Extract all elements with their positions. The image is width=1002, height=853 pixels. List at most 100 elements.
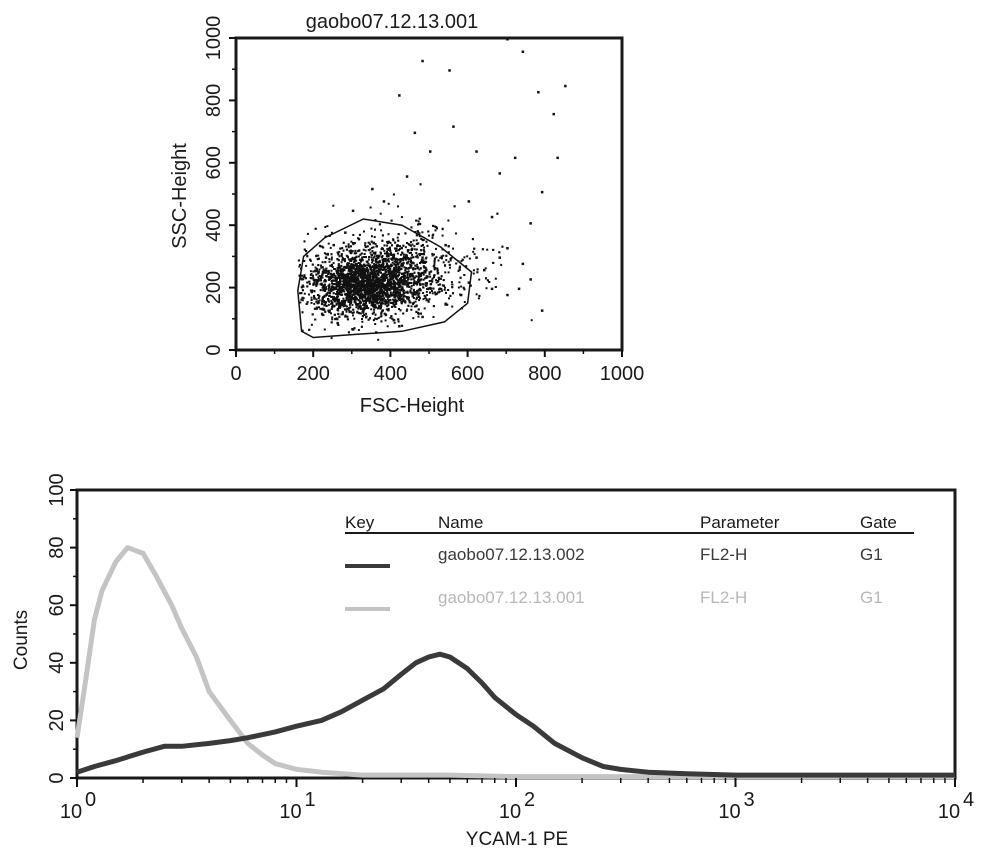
scatter-point <box>379 286 382 289</box>
scatter-point <box>390 315 393 318</box>
scatter-point <box>385 295 388 298</box>
scatter-point <box>359 289 362 292</box>
scatter-point <box>399 259 402 261</box>
scatter-point <box>324 256 328 259</box>
scatter-point <box>349 295 351 297</box>
scatter-point <box>419 283 422 286</box>
scatter-point <box>356 264 358 267</box>
scatter-point <box>395 263 398 266</box>
scatter-point <box>345 245 348 248</box>
scatter-point <box>385 271 388 273</box>
scatter-point <box>403 276 406 279</box>
scatter-point <box>366 245 369 248</box>
scatter-point <box>409 244 412 247</box>
scatter-point <box>343 299 346 302</box>
scatter-point <box>390 257 393 260</box>
scatter-point <box>422 273 425 276</box>
histogram-x-tick-label: 10 <box>499 801 521 823</box>
scatter-point <box>556 156 559 160</box>
scatter-point <box>410 256 413 259</box>
scatter-point <box>427 300 430 303</box>
scatter-point <box>391 278 394 281</box>
scatter-point <box>431 236 434 239</box>
scatter-point <box>380 284 383 287</box>
scatter-point <box>331 306 334 308</box>
scatter-point <box>382 263 385 266</box>
scatter-point <box>358 265 361 268</box>
scatter-point <box>341 311 344 314</box>
scatter-point <box>433 259 436 262</box>
scatter-point <box>397 271 400 274</box>
scatter-point <box>407 267 410 270</box>
scatter-point <box>348 309 351 312</box>
scatter-point <box>405 295 408 298</box>
scatter-point <box>341 280 344 283</box>
scatter-point <box>496 212 499 215</box>
scatter-point <box>309 270 312 273</box>
scatter-point <box>340 255 343 257</box>
scatter-point <box>375 285 378 288</box>
scatter-point <box>387 257 390 260</box>
scatter-point <box>400 302 403 305</box>
scatter-point <box>345 288 348 291</box>
scatter-point <box>321 296 324 299</box>
scatter-point <box>402 293 405 296</box>
scatter-point <box>336 251 339 254</box>
scatter-point <box>374 283 377 286</box>
legend-header-parameter: Parameter <box>700 513 780 532</box>
scatter-point <box>388 289 391 292</box>
scatter-point <box>415 296 418 299</box>
scatter-point <box>389 283 392 286</box>
scatter-point <box>327 288 330 291</box>
scatter-point <box>327 289 330 292</box>
scatter-point <box>448 263 451 266</box>
scatter-point <box>445 259 448 262</box>
scatter-point <box>422 298 425 301</box>
scatter-point <box>359 263 362 266</box>
scatter-point <box>398 271 401 274</box>
scatter-point <box>436 267 439 270</box>
scatter-point <box>358 287 361 290</box>
scatter-point <box>397 205 399 208</box>
scatter-point <box>341 304 344 306</box>
scatter-point <box>401 286 404 289</box>
scatter-point <box>377 274 380 277</box>
scatter-point <box>363 268 366 271</box>
scatter-point <box>408 267 411 269</box>
scatter-point <box>373 304 376 307</box>
scatter-point <box>418 275 421 278</box>
scatter-point <box>371 297 374 300</box>
scatter-point <box>321 274 324 277</box>
scatter-point <box>436 270 439 273</box>
scatter-point <box>406 250 409 253</box>
scatter-point <box>349 266 352 269</box>
scatter-point <box>324 287 327 290</box>
scatter-point <box>343 269 346 272</box>
scatter-point <box>359 293 362 296</box>
scatter-point <box>419 289 422 292</box>
scatter-point <box>379 279 382 282</box>
scatter-point <box>374 317 377 320</box>
scatter-point <box>377 280 380 283</box>
scatter-point <box>383 279 386 282</box>
scatter-point <box>381 280 384 283</box>
scatter-point <box>345 310 348 313</box>
scatter-point <box>381 274 384 277</box>
scatter-point <box>425 269 428 272</box>
scatter-point <box>352 258 355 261</box>
scatter-point <box>347 298 350 301</box>
scatter-point <box>421 261 424 264</box>
scatter-point <box>436 269 439 272</box>
scatter-point <box>333 300 336 303</box>
legend-gate-001: G1 <box>860 588 883 607</box>
scatter-point <box>355 266 358 269</box>
scatter-point <box>345 296 348 299</box>
scatter-point <box>312 279 315 281</box>
histogram-x-label: YCAM-1 PE <box>466 829 568 850</box>
scatter-point <box>419 254 421 257</box>
scatter-point <box>398 282 401 285</box>
scatter-point <box>387 267 390 269</box>
scatter-point <box>391 271 394 274</box>
scatter-point <box>412 239 415 242</box>
scatter-point <box>342 274 344 277</box>
